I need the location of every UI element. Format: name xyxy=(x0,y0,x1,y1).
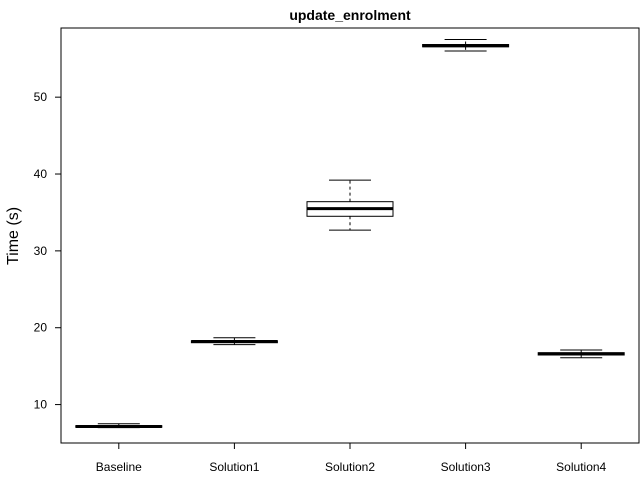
y-tick-label: 40 xyxy=(34,167,48,181)
x-tick-label: Solution2 xyxy=(325,460,375,474)
x-tick-label: Baseline xyxy=(96,460,142,474)
x-tick-label: Solution1 xyxy=(209,460,259,474)
y-tick-label: 30 xyxy=(34,244,48,258)
y-axis-label: Time (s) xyxy=(5,207,22,265)
chart-title: update_enrolment xyxy=(289,7,411,23)
y-tick-label: 10 xyxy=(34,398,48,412)
plot-area: 10 20 30 40 50 Baseline Solution1 Solution2 Solu… xyxy=(34,27,640,474)
y-tick-label: 20 xyxy=(34,321,48,335)
x-tick-label: Solution3 xyxy=(441,460,491,474)
y-tick-label: 50 xyxy=(34,90,48,104)
x-tick-label: Solution4 xyxy=(556,460,606,474)
